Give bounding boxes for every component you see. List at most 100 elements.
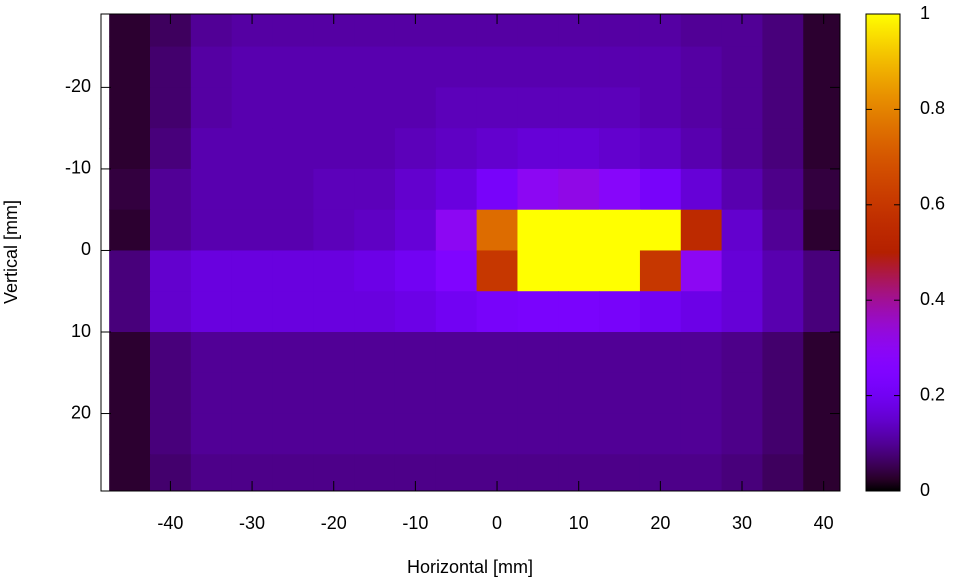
heatmap-cell: [190, 372, 233, 415]
heatmap-cell: [639, 87, 682, 129]
heatmap-cell: [803, 128, 840, 170]
heatmap-cell: [680, 128, 723, 170]
heatmap-cell: [272, 332, 314, 374]
heatmap-cell: [190, 454, 233, 491]
heatmap-cell: [721, 250, 763, 292]
heatmap-cell: [190, 14, 233, 48]
heatmap-cell: [762, 14, 804, 48]
heatmap-cell: [680, 291, 723, 333]
heatmap-cell: [190, 250, 233, 292]
heatmap-cell: [803, 209, 840, 251]
heatmap-cell: [639, 372, 682, 415]
heatmap-cell: [599, 46, 641, 88]
heatmap-cell: [721, 168, 763, 211]
x-tick-label: -10: [402, 513, 428, 533]
heatmap-cell: [476, 168, 518, 211]
heatmap-cell: [313, 128, 355, 170]
colorbar-tick-label: 0.2: [920, 384, 945, 404]
heatmap-cell: [231, 46, 273, 88]
heatmap-cell: [639, 250, 682, 292]
heatmap-cell: [149, 372, 192, 415]
heatmap-cell: [558, 372, 600, 415]
heatmap-cell: [599, 209, 641, 251]
heatmap-cell: [394, 209, 437, 251]
heatmap-cell: [435, 291, 478, 333]
heatmap-cell: [394, 250, 437, 292]
heatmap-cell: [639, 168, 682, 211]
heatmap-cell: [272, 168, 314, 211]
heatmap-cell: [517, 332, 559, 374]
heatmap-cell: [109, 87, 151, 129]
heatmap-cell: [313, 87, 355, 129]
heatmap-cell: [721, 128, 763, 170]
heatmap-cell: [190, 209, 233, 251]
heatmap-cell: [394, 46, 437, 88]
heatmap-cell: [680, 413, 723, 455]
heatmap-cell: [517, 46, 559, 88]
heatmap-cell: [272, 413, 314, 455]
heatmap-cell: [190, 168, 233, 211]
heatmap-cell: [272, 209, 314, 251]
heatmap-cell: [639, 128, 682, 170]
heatmap-cell: [231, 168, 273, 211]
heatmap-cell: [313, 413, 355, 455]
heatmap-cell: [190, 46, 233, 88]
x-tick-label: -40: [157, 513, 183, 533]
heatmap-cell: [476, 14, 518, 48]
heatmap-cell: [354, 372, 396, 415]
heatmap-cell: [721, 332, 763, 374]
heatmap-cell: [109, 128, 151, 170]
heatmap-cell: [599, 87, 641, 129]
colorbar-tick-label: 0.4: [920, 289, 945, 309]
heatmap-cell: [109, 413, 151, 455]
heatmap-cell: [394, 291, 437, 333]
heatmap-cell: [517, 87, 559, 129]
heatmap-cell: [517, 454, 559, 491]
heatmap-cell: [435, 87, 478, 129]
heatmap-cell: [680, 209, 723, 251]
heatmap-cell: [354, 250, 396, 292]
heatmap-cell: [354, 209, 396, 251]
heatmap-cell: [803, 87, 840, 129]
heatmap-cell: [558, 291, 600, 333]
heatmap-cell: [558, 87, 600, 129]
heatmap-cell: [517, 413, 559, 455]
heatmap-cell: [231, 87, 273, 129]
heatmap-cell: [109, 46, 151, 88]
heatmap-cell: [599, 168, 641, 211]
heatmap-cell: [762, 332, 804, 374]
heatmap-cell: [354, 332, 396, 374]
heatmap-cell: [394, 332, 437, 374]
heatmap-cell: [803, 168, 840, 211]
heatmap-cell: [149, 128, 192, 170]
y-tick-label: 10: [71, 321, 91, 341]
heatmap-cell: [558, 128, 600, 170]
x-tick-label: 20: [650, 513, 670, 533]
heatmap-cell: [435, 46, 478, 88]
heatmap-cell: [599, 128, 641, 170]
y-axis-title: Vertical [mm]: [1, 200, 21, 304]
heatmap-cell: [109, 250, 151, 292]
heatmap-cell: [599, 454, 641, 491]
heatmap-cell: [680, 372, 723, 415]
heatmap-cell: [435, 332, 478, 374]
colorbar-tick-label: 0.8: [920, 98, 945, 118]
heatmap-cell: [313, 209, 355, 251]
heatmap-cell: [599, 332, 641, 374]
heatmap-cell: [149, 209, 192, 251]
heatmap-cell: [109, 332, 151, 374]
heatmap-cell: [517, 250, 559, 292]
heatmap-cell: [517, 168, 559, 211]
heatmap-cell: [190, 87, 233, 129]
heatmap-cell: [517, 128, 559, 170]
heatmap-cell: [313, 372, 355, 415]
heatmap-cell: [803, 250, 840, 292]
heatmap-cell: [149, 168, 192, 211]
heatmap-cell: [272, 14, 314, 48]
heatmap-cell: [394, 372, 437, 415]
heatmap-cell: [762, 168, 804, 211]
heatmap-cell: [762, 372, 804, 415]
heatmap-cell: [231, 209, 273, 251]
heatmap-cell: [639, 291, 682, 333]
